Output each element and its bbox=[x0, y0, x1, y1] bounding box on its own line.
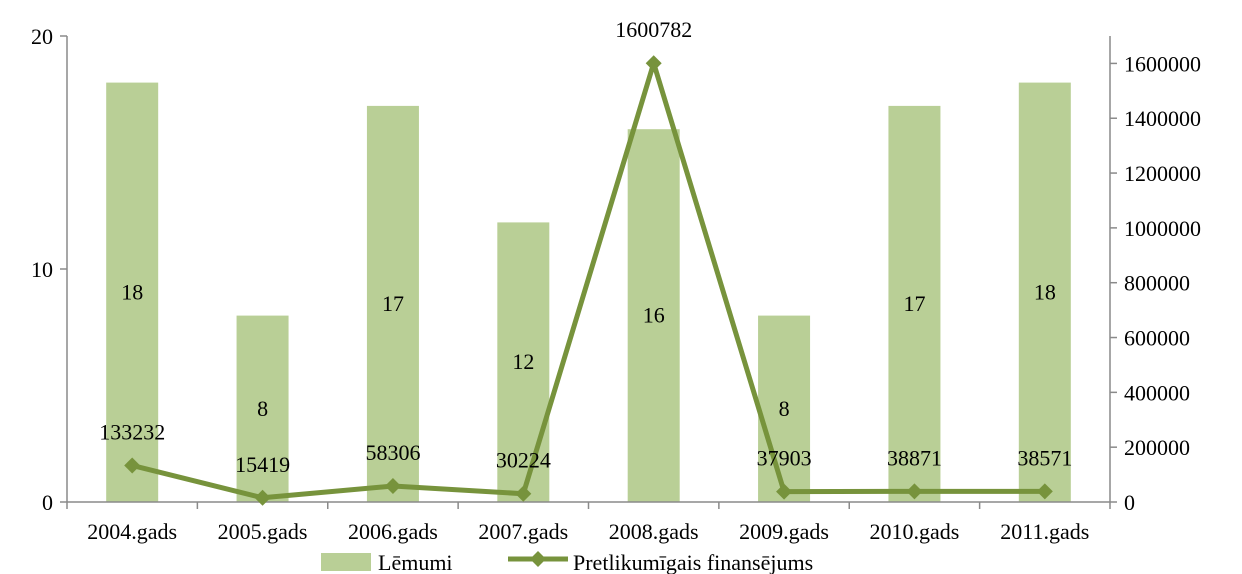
x-tick-label: 2009.gads bbox=[739, 519, 829, 544]
bars-layer bbox=[106, 82, 1071, 503]
line-data-label: 38571 bbox=[1017, 445, 1072, 470]
line-data-label: 1600782 bbox=[615, 17, 692, 42]
bar bbox=[627, 129, 680, 502]
y-right-tick-label: 400000 bbox=[1124, 380, 1190, 405]
y-right-tick-label: 0 bbox=[1124, 490, 1135, 515]
bar bbox=[888, 105, 941, 503]
bar-data-label: 17 bbox=[382, 291, 404, 316]
bar-data-label: 12 bbox=[512, 349, 534, 374]
bar bbox=[758, 315, 811, 502]
line-data-label: 38871 bbox=[887, 445, 942, 470]
line-point bbox=[906, 483, 923, 500]
legend-label-bars: Lēmumi bbox=[378, 550, 453, 574]
bar-data-label: 18 bbox=[121, 279, 143, 304]
y-left-tick-label: 20 bbox=[31, 24, 53, 49]
bar bbox=[236, 315, 289, 502]
bar-data-label: 18 bbox=[1034, 279, 1056, 304]
y-right-tick-label: 1200000 bbox=[1124, 161, 1201, 186]
line-point bbox=[254, 489, 271, 506]
legend-swatch-marker bbox=[530, 551, 546, 567]
line-data-label: 37903 bbox=[757, 446, 812, 471]
line-point bbox=[776, 483, 793, 500]
line-point bbox=[645, 55, 662, 72]
bar bbox=[1018, 82, 1071, 502]
line-data-label: 58306 bbox=[365, 440, 420, 465]
x-tick-label: 2007.gads bbox=[478, 519, 568, 544]
legend-label-line: Pretlikumīgais finansējums bbox=[573, 550, 813, 574]
bar bbox=[106, 82, 159, 502]
y-right-tick-label: 800000 bbox=[1124, 271, 1190, 296]
line-point bbox=[1036, 483, 1053, 500]
y-left-tick-label: 0 bbox=[42, 490, 53, 515]
bar-data-label: 8 bbox=[257, 396, 268, 421]
y-right-tick-label: 1600000 bbox=[1124, 51, 1201, 76]
bar bbox=[366, 105, 419, 503]
y-right-tick-label: 600000 bbox=[1124, 326, 1190, 351]
y-right-tick-label: 1000000 bbox=[1124, 216, 1201, 241]
line-series bbox=[131, 60, 1045, 501]
line-point bbox=[515, 485, 532, 502]
line-data-label: 30224 bbox=[496, 448, 551, 473]
x-tick-label: 2008.gads bbox=[609, 519, 699, 544]
legend-swatch-bars bbox=[321, 553, 371, 571]
x-tick-label: 2010.gads bbox=[870, 519, 960, 544]
x-tick-label: 2004.gads bbox=[87, 519, 177, 544]
bar bbox=[497, 222, 550, 502]
legend: Lēmumi Pretlikumīgais finansējums bbox=[321, 550, 813, 574]
line-series-layer bbox=[124, 55, 1053, 506]
bar-data-label: 16 bbox=[643, 303, 665, 328]
line-data-label: 15419 bbox=[235, 452, 290, 477]
y-right-tick-label: 200000 bbox=[1124, 435, 1190, 460]
data-labels-layer: 18 8 17 12 16 8 17 18 133232 15419 58306 30224 16007… bbox=[99, 17, 1072, 477]
x-tick-label: 2011.gads bbox=[1000, 519, 1089, 544]
x-tick-label: 2005.gads bbox=[218, 519, 308, 544]
bar-data-label: 8 bbox=[779, 396, 790, 421]
line-data-label: 133232 bbox=[99, 419, 165, 444]
axes-layer: 0 10 20 0 200000 400000 600000 800000 1000000 120… bbox=[31, 24, 1201, 544]
line-point bbox=[384, 478, 401, 495]
line-point bbox=[124, 457, 141, 474]
y-left-tick-label: 10 bbox=[31, 257, 53, 282]
x-tick-label: 2006.gads bbox=[348, 519, 438, 544]
bar-data-label: 17 bbox=[903, 291, 925, 316]
y-right-tick-label: 1400000 bbox=[1124, 106, 1201, 131]
